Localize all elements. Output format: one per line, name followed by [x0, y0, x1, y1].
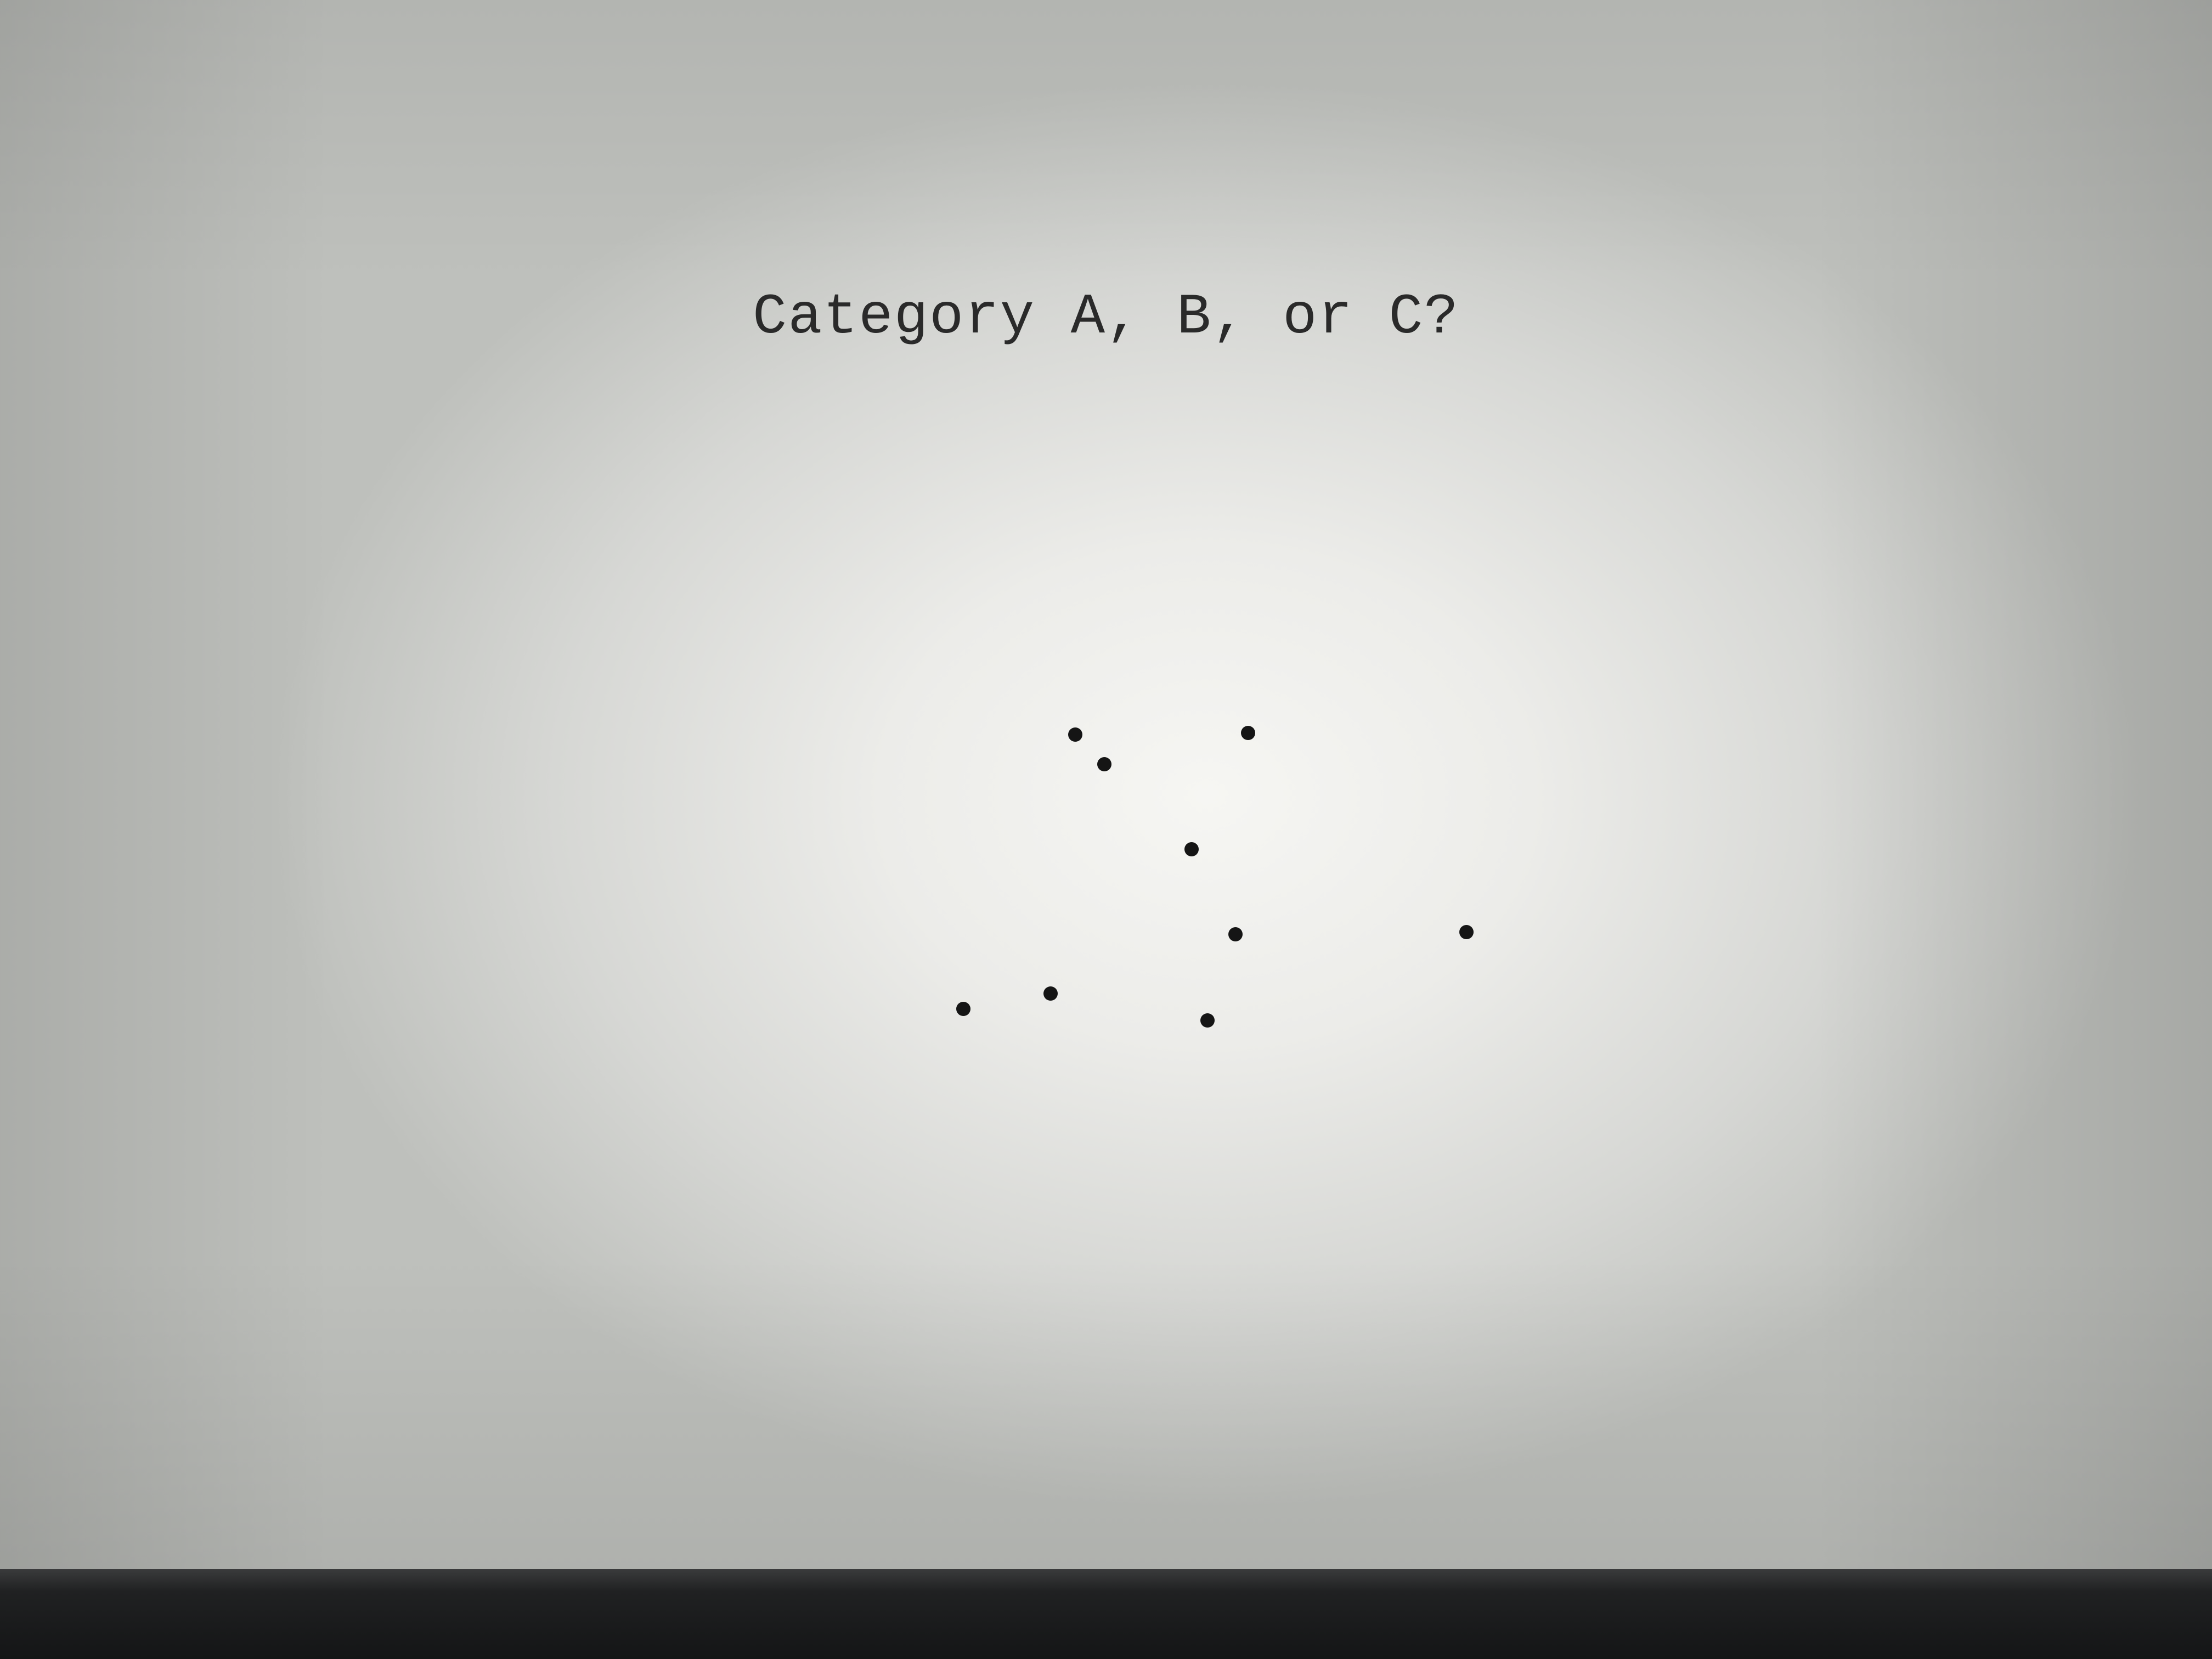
stimulus-dot [1068, 727, 1082, 742]
monitor-bezel [0, 1569, 2212, 1659]
category-question: Category A, B, or C? [752, 285, 1460, 350]
stimulus-dot [1459, 925, 1474, 939]
monitor-screen: Category A, B, or C? [0, 0, 2212, 1569]
dot-pattern-stimulus [0, 0, 2212, 1569]
stimulus-dot [1097, 757, 1111, 771]
stimulus-dot [1200, 1013, 1215, 1028]
stimulus-dot [1241, 726, 1255, 740]
stimulus-dot [1184, 842, 1199, 856]
stimulus-dot [1043, 986, 1058, 1001]
stimulus-dot [956, 1002, 970, 1016]
stimulus-dot [1228, 927, 1243, 941]
